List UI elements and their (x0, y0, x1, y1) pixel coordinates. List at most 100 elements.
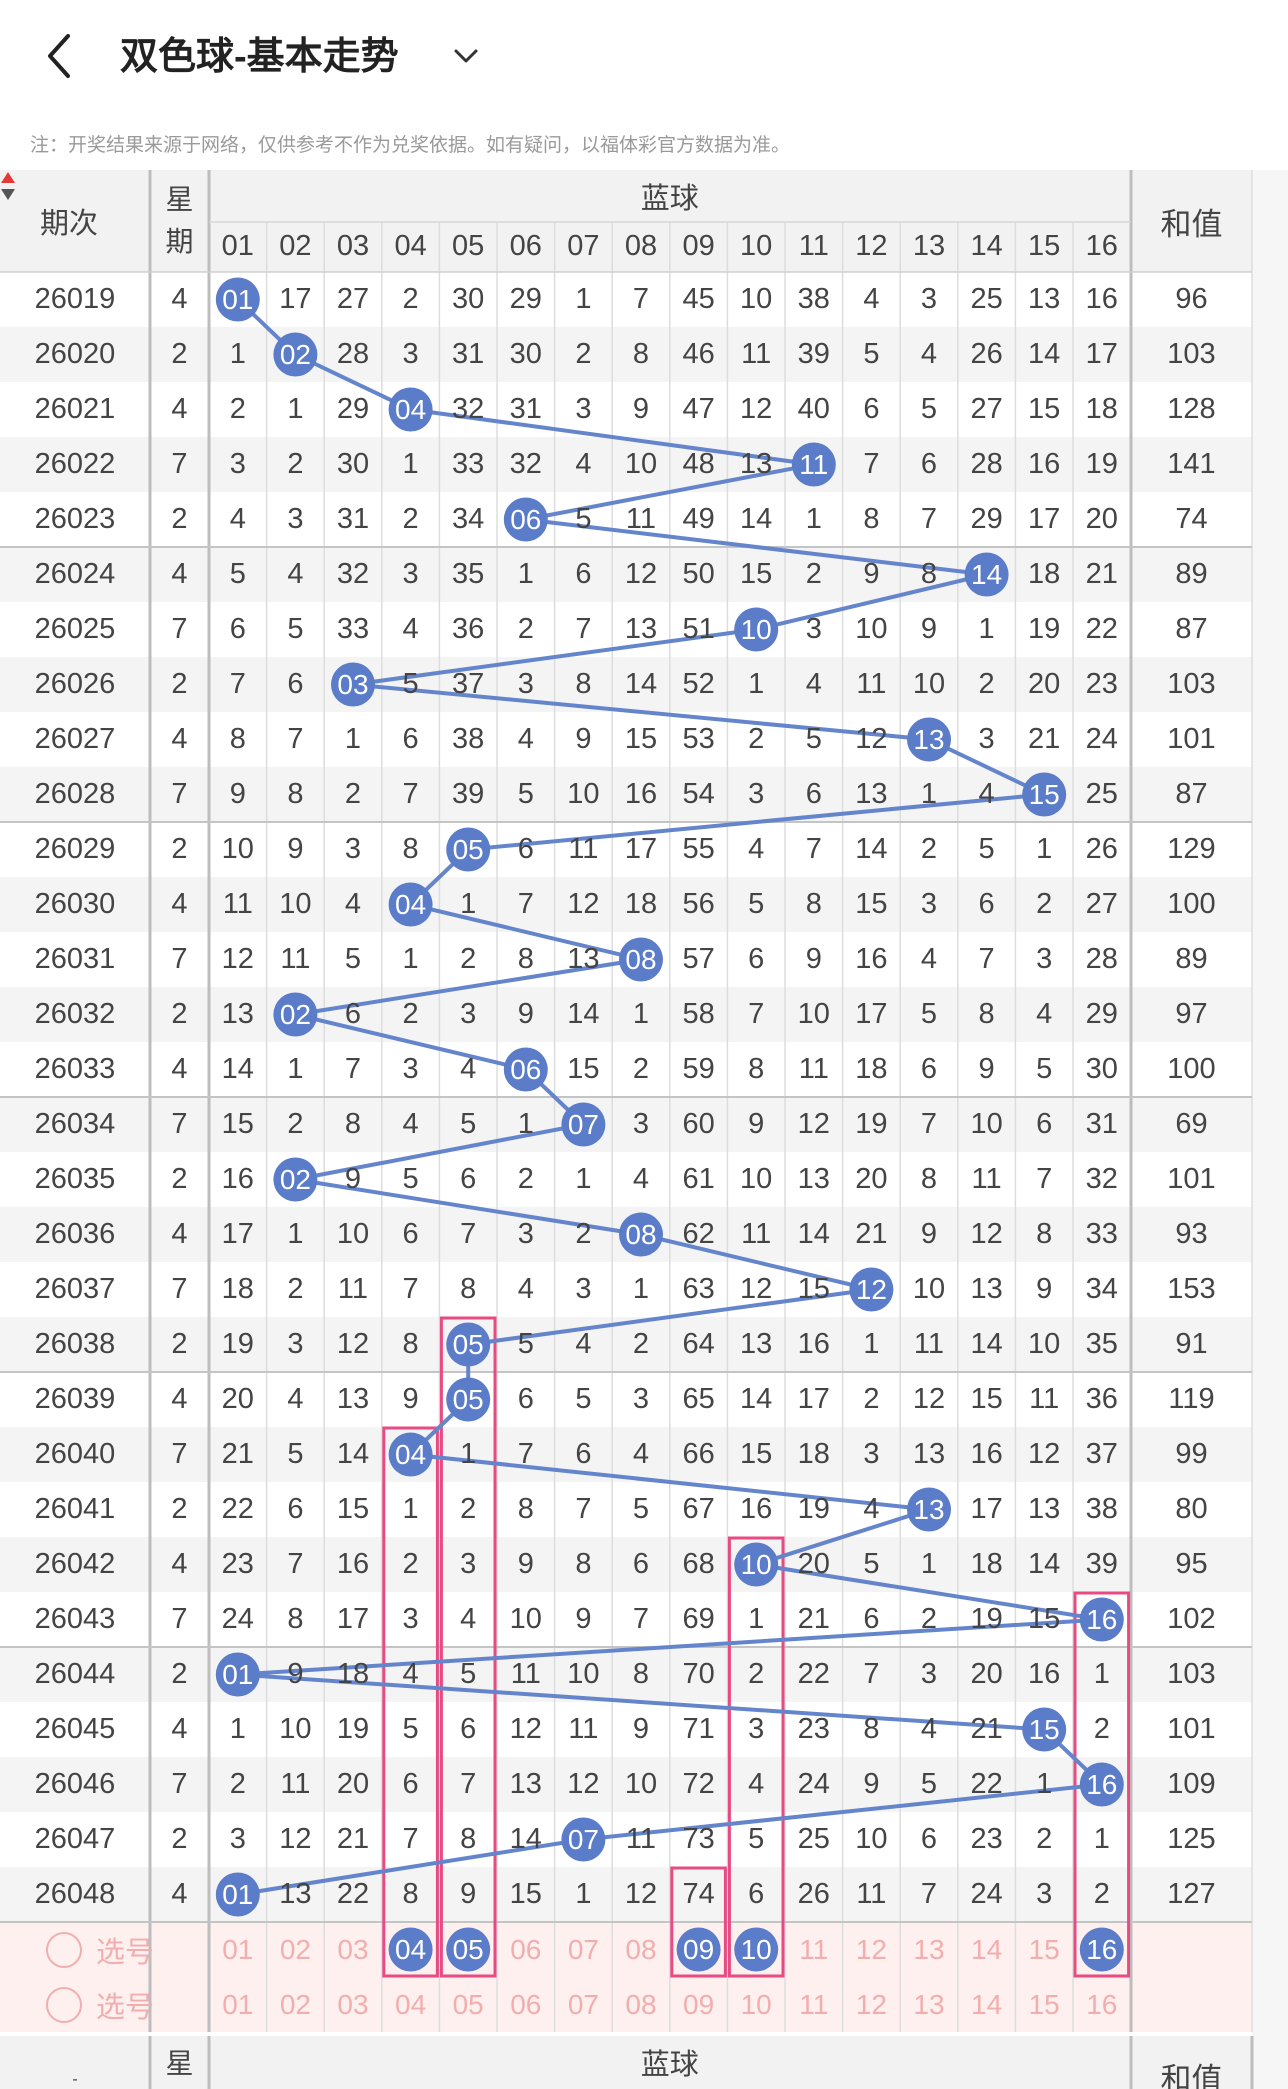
pick-ball-cell[interactable]: 12 (855, 1933, 887, 1965)
miss-count-cell: 5 (402, 1713, 419, 1745)
miss-count-cell: 2 (402, 998, 419, 1030)
miss-count-cell: 8 (632, 338, 650, 370)
pick-ball-cell[interactable]: 15 (1028, 1933, 1060, 1965)
miss-count-cell: 5 (344, 943, 362, 975)
miss-count-cell: 9 (287, 1658, 304, 1690)
miss-count-cell: 56 (682, 888, 715, 920)
period-cell: 26037 (34, 1273, 116, 1305)
miss-count-cell: 5 (229, 558, 246, 590)
sum-cell: 95 (1175, 1548, 1208, 1580)
miss-count-cell: 7 (805, 833, 822, 865)
pick-ball-cell[interactable]: 11 (799, 1988, 829, 2020)
miss-count-cell: 19 (1085, 448, 1118, 480)
week-cell: 7 (171, 778, 188, 810)
miss-count-cell: 14 (1028, 1548, 1061, 1580)
miss-count-cell: 12 (912, 1383, 946, 1415)
miss-count-cell: 1 (517, 558, 534, 590)
miss-count-cell: 3 (402, 1053, 419, 1085)
miss-count-cell: 3 (863, 1438, 880, 1470)
pick-ball-cell[interactable]: 08 (625, 1988, 657, 2020)
pick-ball-cell[interactable]: 02 (279, 1988, 311, 2020)
miss-count-cell: 8 (632, 1658, 650, 1690)
miss-count-cell: 16 (221, 1163, 254, 1195)
pick-ball-cell[interactable]: 08 (625, 1933, 657, 1965)
pick-ball-cell[interactable]: 14 (971, 1933, 1003, 1965)
pick-ball-cell[interactable]: 03 (337, 1988, 369, 2020)
week-cell: 2 (171, 1328, 188, 1360)
pick-ball-cell[interactable]: 01 (222, 1933, 254, 1965)
pick-number-button[interactable]: 选号 (46, 1977, 154, 2032)
sum-cell: 100 (1167, 1053, 1216, 1085)
miss-count-cell: 61 (682, 1163, 715, 1195)
miss-count-cell: 2 (517, 1163, 534, 1195)
miss-count-cell: 1 (632, 1273, 650, 1305)
pick-ball-cell[interactable]: 04 (395, 1988, 427, 2020)
miss-count-cell: 7 (287, 723, 304, 755)
miss-count-cell: 13 (221, 998, 254, 1030)
miss-count-cell: 4 (402, 1108, 419, 1140)
miss-count-cell: 10 (624, 1768, 658, 1800)
back-arrow-icon[interactable] (40, 30, 80, 82)
pick-ball-cell[interactable]: 03 (337, 1933, 369, 1965)
miss-count-cell: 4 (920, 1713, 938, 1745)
week-cell: 7 (171, 943, 188, 975)
miss-count-cell: 4 (575, 448, 592, 480)
miss-count-cell: 9 (517, 998, 534, 1030)
miss-count-cell: 6 (517, 1383, 534, 1415)
miss-count-cell: 26 (797, 1878, 830, 1910)
sum-cell: 101 (1167, 723, 1216, 755)
pick-ball-cell[interactable]: 13 (913, 1988, 945, 2020)
miss-count-cell: 11 (625, 1823, 657, 1855)
miss-count-cell: 6 (863, 393, 880, 425)
miss-count-cell: 2 (1036, 1823, 1053, 1855)
miss-count-cell: 8 (805, 888, 822, 920)
pick-ball-cell[interactable]: 02 (279, 1933, 311, 1965)
pick-ball-cell[interactable]: 09 (683, 1988, 715, 2020)
chevron-down-icon[interactable] (448, 38, 484, 74)
pick-ball-cell[interactable]: 06 (510, 1988, 542, 2020)
miss-count-cell: 4 (863, 1493, 880, 1525)
pick-ball-cell[interactable]: 07 (567, 1933, 599, 1965)
pick-ball-cell[interactable]: 11 (799, 1933, 829, 1965)
miss-count-cell: 11 (280, 943, 311, 975)
miss-count-cell: 24 (1085, 723, 1118, 755)
miss-count-cell: 3 (920, 888, 938, 920)
sum-cell: 99 (1175, 1438, 1208, 1470)
miss-count-cell: 12 (855, 723, 888, 755)
period-cell: 26031 (34, 943, 116, 975)
miss-count-cell: 2 (229, 1768, 246, 1800)
miss-count-cell: 5 (287, 1438, 304, 1470)
miss-count-cell: 30 (509, 338, 542, 370)
miss-count-cell: 1 (575, 1163, 592, 1195)
miss-count-cell: 7 (863, 448, 880, 480)
sort-arrows-icon[interactable] (0, 170, 16, 202)
miss-count-cell: 7 (920, 503, 938, 535)
miss-count-cell: 11 (971, 1163, 1002, 1195)
pick-ball-cell[interactable]: 05 (452, 1988, 484, 2020)
miss-count-cell: 5 (920, 998, 938, 1030)
selected-pick-ball (446, 1927, 491, 1972)
pick-ball-cell[interactable]: 10 (740, 1988, 772, 2020)
miss-count-cell: 3 (402, 338, 419, 370)
miss-count-cell: 4 (978, 778, 995, 810)
miss-count-cell: 12 (567, 888, 600, 920)
ball-number-header: 02 (279, 229, 312, 262)
blue-ball-header: 蓝球 (640, 183, 699, 215)
pick-ball-cell[interactable]: 12 (855, 1988, 887, 2020)
pick-ball-cell[interactable]: 16 (1086, 1988, 1118, 2020)
miss-count-cell: 17 (1085, 338, 1118, 370)
week-cell: 4 (171, 1383, 188, 1415)
miss-count-cell: 7 (229, 668, 246, 700)
period-column-header[interactable]: 期次 (0, 170, 138, 272)
miss-count-cell: 4 (632, 1163, 650, 1195)
hit-ball (734, 1542, 779, 1587)
pick-ball-cell[interactable]: 06 (510, 1933, 542, 1965)
miss-count-cell: 20 (970, 1658, 1003, 1690)
pick-ball-cell[interactable]: 13 (913, 1933, 945, 1965)
pick-ball-cell[interactable]: 01 (222, 1988, 254, 2020)
miss-count-cell: 10 (1028, 1328, 1061, 1360)
pick-ball-cell[interactable]: 14 (971, 1988, 1003, 2020)
pick-number-button[interactable]: 选号 (46, 1922, 154, 1977)
pick-ball-cell[interactable]: 07 (567, 1988, 599, 2020)
pick-ball-cell[interactable]: 15 (1028, 1988, 1060, 2020)
